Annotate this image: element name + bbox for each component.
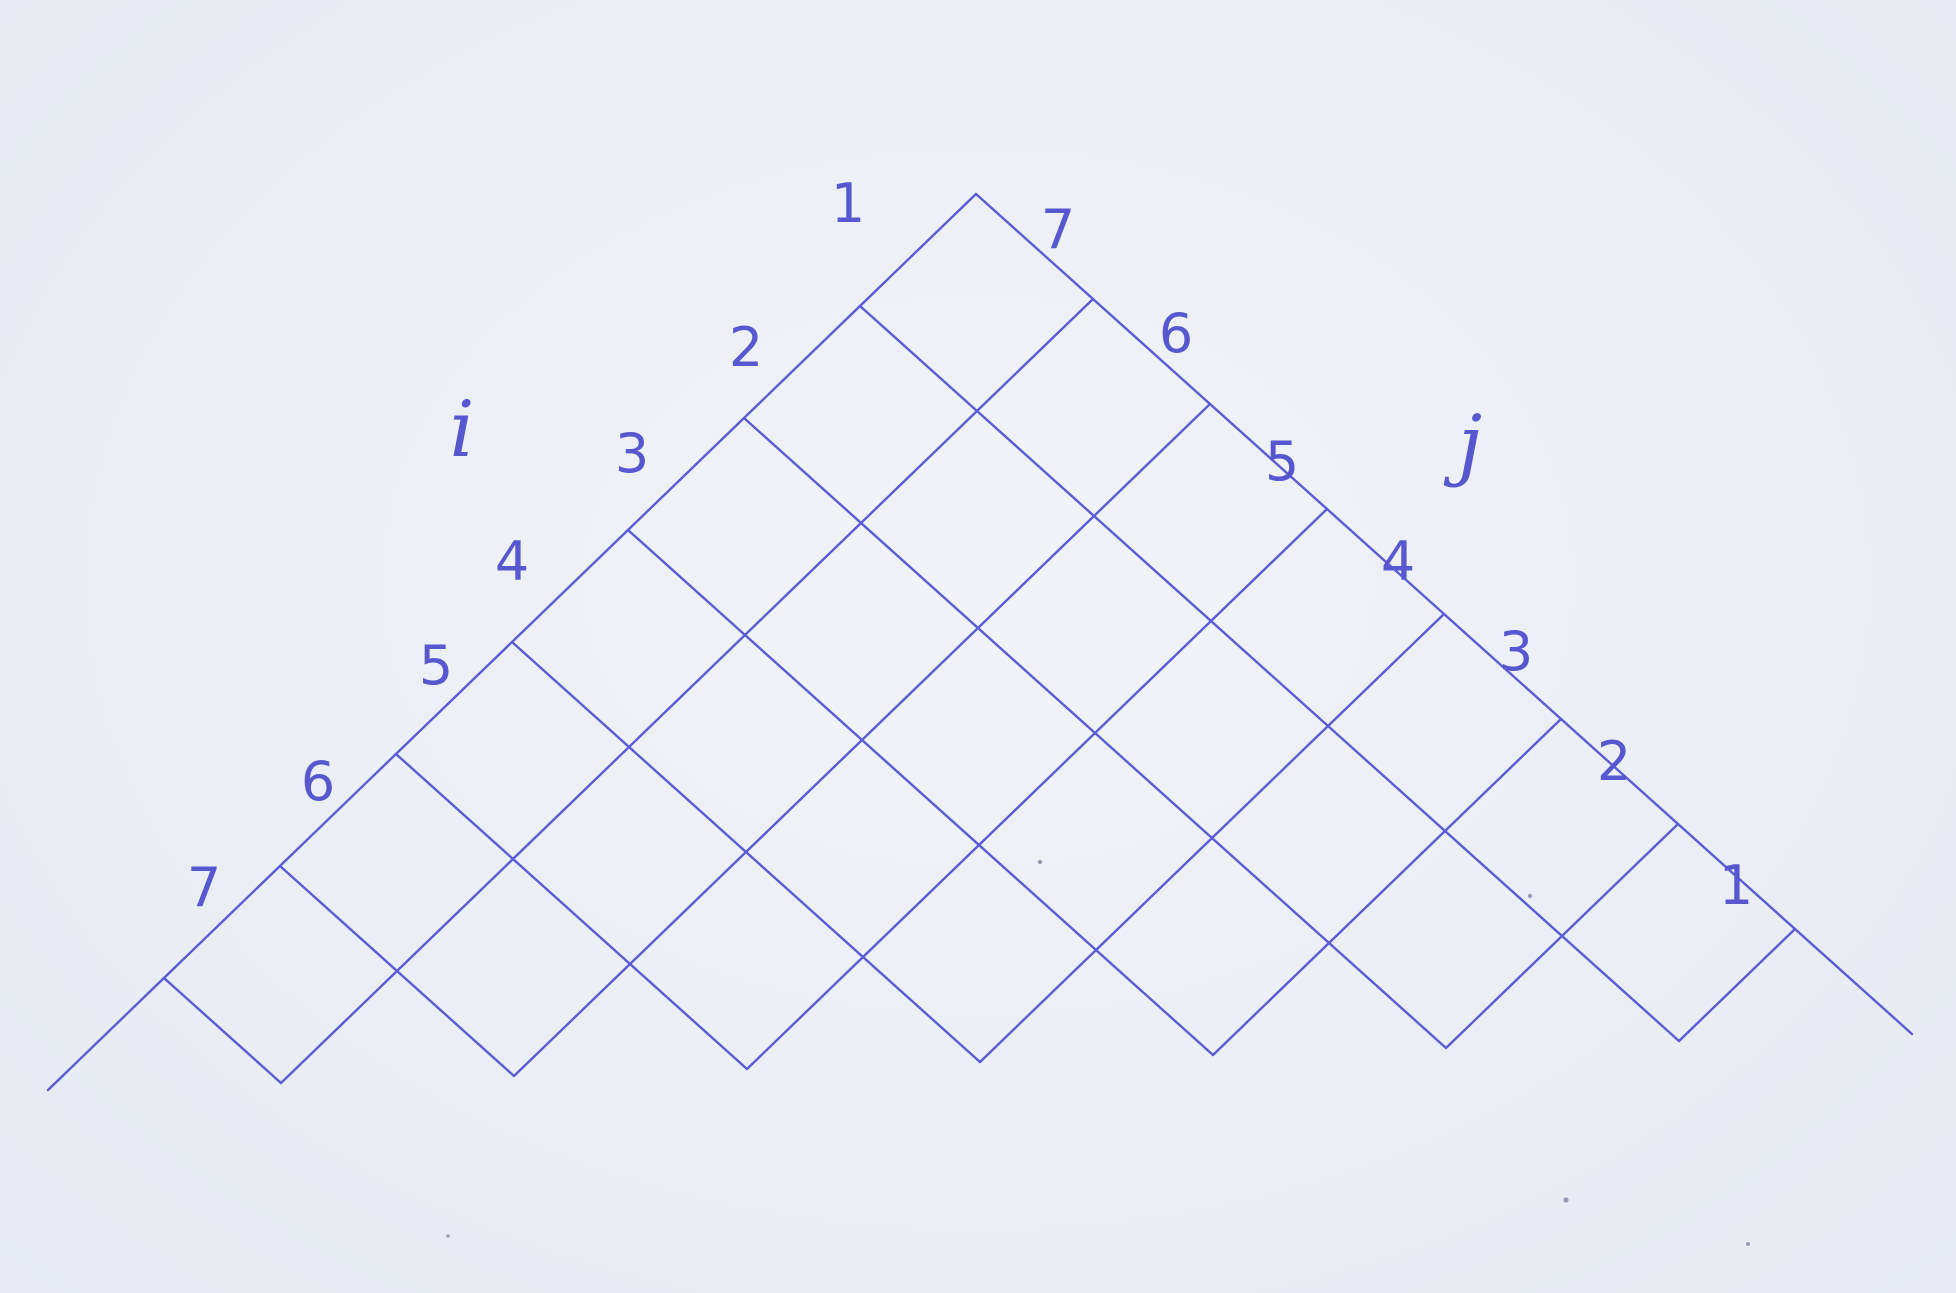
right-index-label-4: 4 [1381, 530, 1415, 593]
right-index-label-1: 1 [1719, 854, 1753, 917]
grid-line-j-5 [1211, 717, 1563, 1057]
right-index-label-3: 3 [1499, 620, 1533, 683]
grid-line-i-5 [394, 752, 749, 1071]
grid-line-j-1 [279, 297, 1095, 1085]
grid-line-i-7 [162, 976, 283, 1085]
left-index-label-4: 4 [495, 530, 529, 593]
right-index-label-6: 6 [1159, 302, 1193, 365]
grid-line-j-0 [46, 192, 978, 1092]
left-index-label-5: 5 [419, 634, 453, 697]
left-index-label-7: 7 [187, 856, 221, 919]
grid-line-j-2 [512, 402, 1212, 1078]
left-index-label-3: 3 [615, 422, 649, 485]
grid-line-i-1 [858, 304, 1681, 1043]
grid-line-j-4 [978, 612, 1446, 1064]
paper-speck [446, 1234, 450, 1238]
paper-speck [1746, 1242, 1750, 1246]
grid-lines [46, 192, 1914, 1092]
left-index-label-2: 2 [729, 316, 763, 379]
paper-speck [1527, 893, 1533, 899]
left-index-label-1: 1 [831, 172, 865, 235]
grid-line-j-7 [1677, 927, 1797, 1043]
grid-line-i-3 [626, 528, 1215, 1057]
right-index-label-5: 5 [1265, 430, 1299, 493]
right-index-label-2: 2 [1597, 730, 1631, 793]
paper-speck [1563, 1197, 1569, 1203]
paper-speck [1037, 859, 1043, 865]
left-index-label-6: 6 [301, 750, 335, 813]
left-variable-label: i [450, 385, 475, 475]
right-index-label-7: 7 [1041, 198, 1075, 261]
right-variable-label: j [1443, 399, 1482, 489]
grid-line-j-3 [745, 507, 1329, 1071]
grid-line-j-6 [1444, 822, 1680, 1050]
